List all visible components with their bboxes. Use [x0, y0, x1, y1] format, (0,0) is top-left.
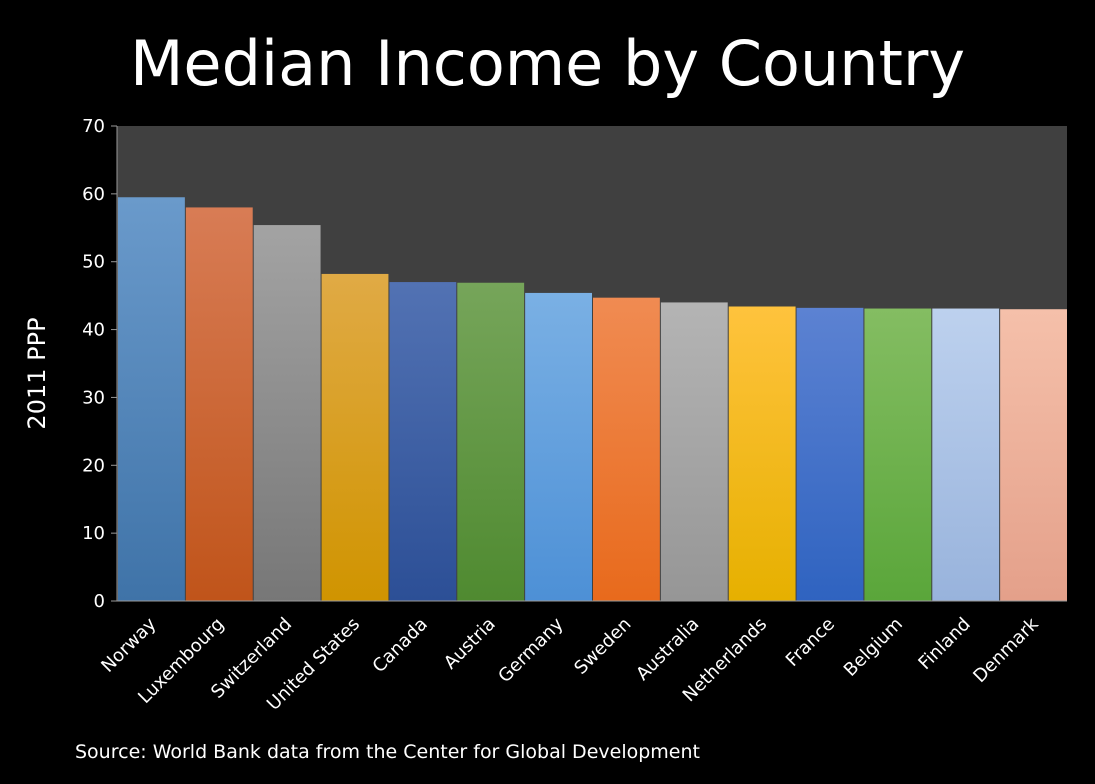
x-tick-label: Germany	[494, 613, 568, 687]
bars	[118, 197, 1067, 602]
bar-sweden	[593, 297, 660, 601]
chart-title: Median Income by Country	[129, 27, 966, 100]
y-tick-label: 40	[82, 320, 105, 341]
bar-switzerland	[253, 225, 321, 602]
y-tick-label: 50	[82, 252, 105, 273]
y-tick-label: 60	[82, 184, 105, 205]
y-tick-label: 20	[82, 455, 105, 476]
y-tick-label: 30	[82, 387, 105, 408]
bar-belgium	[864, 308, 932, 601]
y-axis-label: 2011 PPP	[23, 317, 51, 429]
source-note: Source: World Bank data from the Center …	[75, 741, 700, 763]
y-axis-ticks: 0 10 20 30 40 50 60 70	[82, 116, 117, 612]
bar-austria	[457, 282, 525, 601]
bar-germany	[525, 292, 592, 601]
x-tick-label: Australia	[632, 614, 703, 685]
bar-luxembourg	[185, 207, 253, 601]
bar-netherlands	[728, 306, 796, 601]
x-tick-label: Austria	[440, 614, 500, 674]
bar-australia	[660, 302, 728, 601]
bar-finland	[932, 308, 1000, 601]
x-tick-label: Canada	[369, 614, 432, 677]
x-tick-label: Denmark	[969, 613, 1043, 687]
y-tick-label: 0	[94, 591, 105, 612]
y-tick-label: 70	[82, 116, 105, 137]
x-tick-label: France	[782, 614, 839, 671]
x-tick-label: Finland	[914, 614, 974, 674]
x-tick-label: Belgium	[840, 614, 907, 681]
bar-united-states	[321, 273, 389, 601]
bar-norway	[118, 197, 185, 601]
bar-canada	[389, 282, 457, 601]
y-tick-label: 10	[82, 523, 105, 544]
bar-denmark	[1000, 309, 1067, 601]
bar-france	[796, 307, 864, 601]
x-tick-label: Norway	[97, 613, 160, 676]
x-tick-label: Sweden	[570, 614, 635, 679]
